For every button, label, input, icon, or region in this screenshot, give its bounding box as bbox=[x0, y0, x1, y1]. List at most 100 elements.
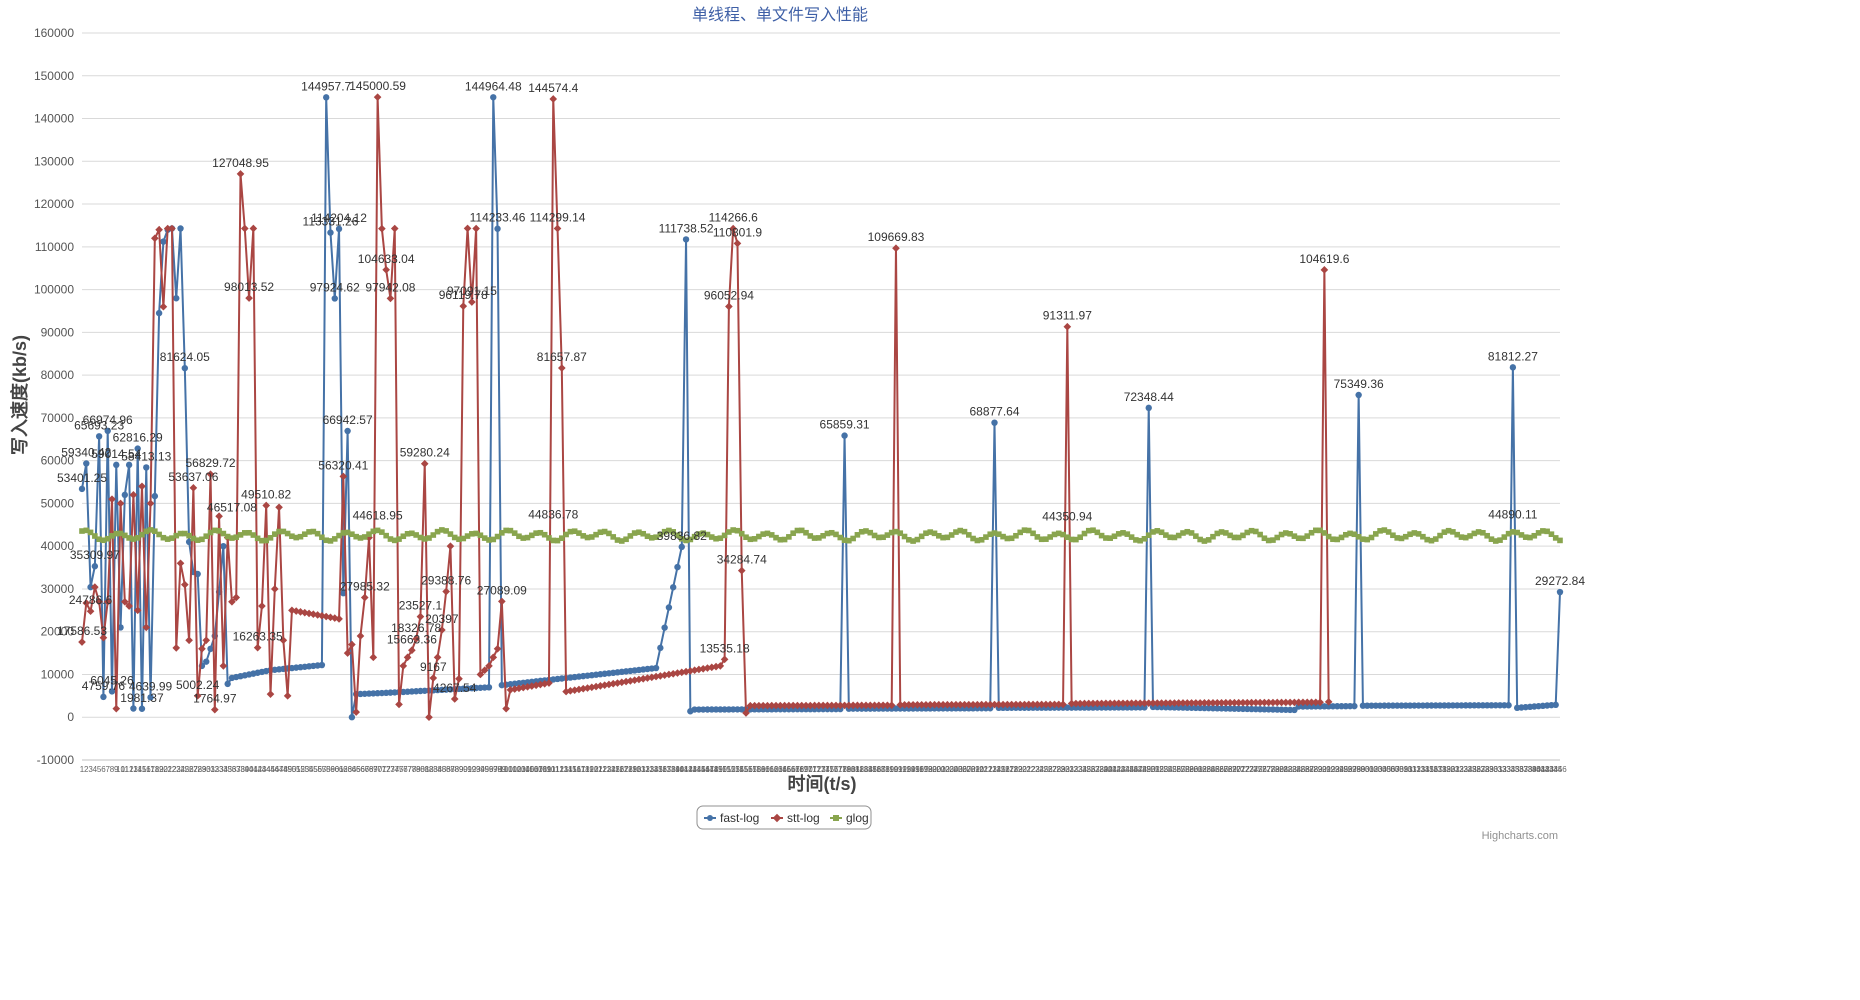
y-tick-label: 10000 bbox=[41, 667, 75, 681]
fast-log-marker bbox=[100, 693, 107, 701]
stt-log-marker bbox=[767, 701, 776, 710]
stt-log-marker bbox=[1106, 699, 1114, 708]
glog-marker bbox=[696, 531, 702, 537]
stt-log-marker bbox=[887, 701, 896, 710]
x-tick-label: 151 bbox=[718, 765, 732, 774]
stt-log-marker bbox=[1247, 698, 1256, 707]
x-tick-label: 205 bbox=[949, 765, 963, 774]
x-tick-label: 269 bbox=[1223, 765, 1237, 774]
stt-log-marker bbox=[459, 302, 468, 311]
stt-log-marker bbox=[1307, 698, 1316, 707]
x-tick-label: 278 bbox=[1262, 765, 1276, 774]
glog-marker bbox=[1081, 530, 1088, 537]
fast-log-marker bbox=[665, 604, 673, 611]
x-tick-label: 129 bbox=[624, 765, 638, 774]
x-tick-label: 11 bbox=[121, 765, 130, 774]
glog-marker bbox=[610, 534, 617, 540]
glog-marker bbox=[164, 536, 171, 542]
fast-log-data-label: 4759.76 bbox=[82, 679, 126, 693]
fast-log-marker bbox=[143, 464, 150, 471]
stt-log-marker bbox=[1144, 699, 1153, 707]
fast-log-marker bbox=[1556, 588, 1564, 596]
x-tick-label: 66 bbox=[356, 765, 365, 774]
glog-marker bbox=[1458, 534, 1465, 540]
glog-marker bbox=[233, 534, 240, 541]
x-tick-label: 195 bbox=[906, 765, 920, 774]
glog-marker bbox=[323, 537, 329, 544]
fast-log-data-label: 59340.42 bbox=[61, 445, 111, 459]
stt-log-marker bbox=[450, 695, 459, 703]
fast-log-line bbox=[81, 97, 1561, 718]
x-tick-label: 145 bbox=[692, 765, 706, 774]
fast-log-marker bbox=[1552, 701, 1559, 709]
x-tick-label: 108 bbox=[534, 765, 548, 774]
glog-marker bbox=[1115, 531, 1122, 537]
x-tick-label: 221 bbox=[1018, 765, 1032, 774]
x-tick-label: 342 bbox=[1536, 765, 1550, 774]
stt-log-marker bbox=[909, 700, 917, 709]
fast-log-marker bbox=[134, 445, 141, 452]
glog-marker bbox=[717, 535, 724, 541]
glog-data-label: 44836.78 bbox=[528, 507, 578, 521]
stt-log-marker bbox=[189, 484, 198, 492]
x-tick-label: 177 bbox=[829, 765, 843, 774]
stt-log-marker bbox=[1282, 698, 1290, 707]
x-tick-label: 228 bbox=[1048, 765, 1062, 774]
glog-marker bbox=[803, 529, 809, 536]
x-tick-label: 244 bbox=[1116, 765, 1130, 774]
glog-marker bbox=[109, 533, 115, 539]
stt-log-marker bbox=[425, 713, 433, 722]
x-tick-label: 170 bbox=[799, 765, 813, 774]
glog-marker bbox=[477, 532, 484, 539]
stt-log-data-label: 5002.24 bbox=[176, 678, 220, 692]
glog-marker bbox=[653, 534, 659, 540]
x-tick-label: 64 bbox=[347, 765, 356, 774]
glog-marker bbox=[966, 532, 972, 538]
glog-marker bbox=[777, 536, 784, 543]
x-tick-label: 20 bbox=[159, 765, 168, 774]
stt-log-marker bbox=[1320, 266, 1329, 274]
glog-marker bbox=[143, 528, 150, 535]
x-tick-label: 73 bbox=[386, 765, 395, 774]
x-tick-label: 260 bbox=[1185, 765, 1199, 774]
x-tick-label: 329 bbox=[1480, 765, 1494, 774]
glog-marker bbox=[1188, 530, 1195, 536]
x-tick-label: 133 bbox=[641, 765, 655, 774]
stt-log-marker bbox=[1294, 698, 1303, 707]
x-tick-label: 117 bbox=[573, 765, 586, 774]
glog-marker bbox=[1385, 529, 1392, 535]
x-tick-label: 171 bbox=[804, 765, 818, 774]
fast-log-marker bbox=[108, 688, 116, 695]
glog-marker bbox=[443, 528, 449, 534]
stt-log-marker bbox=[990, 700, 999, 709]
x-tick-label: 219 bbox=[1009, 765, 1023, 774]
stt-log-marker bbox=[146, 499, 155, 508]
glog-marker bbox=[1137, 537, 1143, 544]
stt-log-marker bbox=[408, 646, 416, 655]
stt-log-marker bbox=[1316, 698, 1324, 707]
fast-log-marker bbox=[1141, 704, 1148, 711]
glog-marker bbox=[1317, 527, 1323, 534]
x-tick-label: 318 bbox=[1433, 765, 1447, 774]
glog-marker bbox=[1402, 533, 1409, 540]
x-tick-label: 200 bbox=[928, 765, 942, 774]
glog-marker bbox=[1557, 537, 1563, 544]
glog-marker bbox=[1450, 529, 1456, 535]
stt-log-marker bbox=[386, 294, 395, 303]
glog-marker bbox=[794, 527, 801, 534]
stt-log-data-label: 49510.82 bbox=[241, 488, 291, 502]
x-tick-label: 105 bbox=[521, 765, 535, 774]
x-tick-label: 57 bbox=[317, 765, 326, 774]
glog-marker bbox=[1248, 527, 1255, 534]
x-tick-label: 38 bbox=[236, 765, 245, 774]
stt-log-marker bbox=[716, 662, 725, 670]
x-tick-label: 1 bbox=[80, 765, 85, 774]
glog-marker bbox=[764, 530, 771, 537]
stt-log-data-label: 29388.76 bbox=[421, 574, 471, 588]
x-tick-label: 15 bbox=[138, 765, 147, 774]
glog-marker bbox=[1334, 536, 1341, 543]
stt-log-marker bbox=[1127, 699, 1136, 708]
glog-marker bbox=[786, 534, 792, 540]
glog-marker bbox=[1531, 532, 1538, 539]
y-axis-title: 写入速度(kb/s) bbox=[9, 335, 30, 455]
